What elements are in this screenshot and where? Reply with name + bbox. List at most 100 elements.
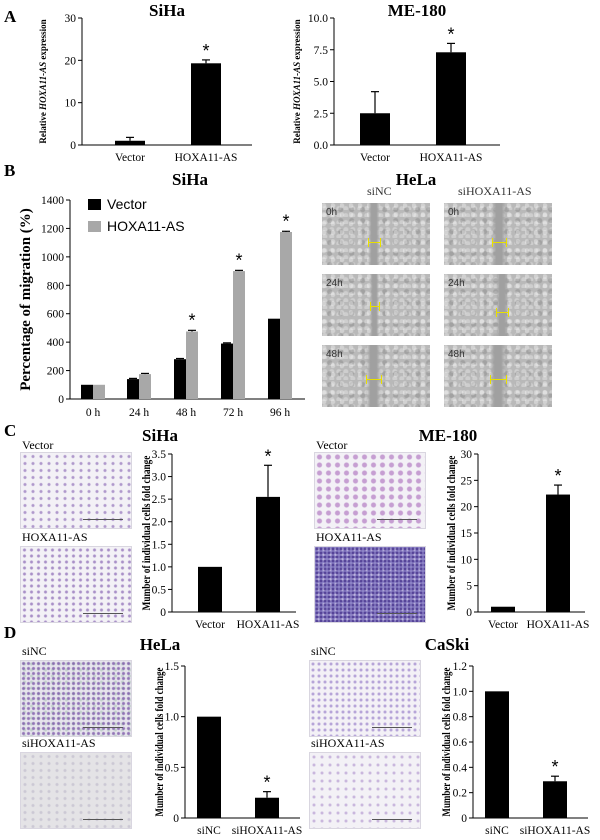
- significance-asterisk: *: [188, 310, 195, 330]
- legend-swatch: [88, 221, 101, 232]
- wound-image-sinc-0h: 0h: [322, 203, 430, 265]
- bar: [436, 52, 466, 145]
- bar-vector: [268, 318, 280, 399]
- bar-hoxa11-as: [139, 374, 151, 399]
- significance-asterisk: *: [551, 757, 558, 777]
- x-tick-label: siHOXA11-AS: [232, 825, 303, 837]
- micrograph-c-me180-vector: [314, 452, 426, 529]
- x-tick-label: Vector: [115, 152, 145, 164]
- bar: [255, 797, 279, 818]
- x-tick-label: siHOXA11-AS: [520, 825, 591, 837]
- bar-hoxa11-as: [280, 231, 292, 399]
- y-tick-label: 30: [461, 449, 473, 461]
- micrograph-d-hela-sihoxa11-as: [20, 752, 132, 829]
- significance-asterisk: *: [554, 466, 561, 486]
- bar: [256, 496, 280, 612]
- micrograph-label: siHOXA11-AS: [22, 736, 96, 750]
- x-tick-label: HOXA11-AS: [420, 152, 483, 164]
- y-tick-label: 0.4: [453, 762, 468, 774]
- wound-time-label: 48h: [448, 349, 465, 360]
- y-tick-label: 0: [58, 394, 64, 406]
- y-axis-label-part: HOXA11-AS: [292, 62, 302, 111]
- bar-hoxa11-as: [233, 271, 245, 399]
- legend-swatch: [88, 199, 101, 210]
- charts: SiHa 0 10 20 30 Relative HOXA11-AS expression…: [18, 1, 590, 837]
- chart-a1: SiHa 0 10 20 30 Relative HOXA11-AS expression…: [38, 1, 252, 164]
- y-tick-label: 0.0: [314, 140, 329, 152]
- chart-title: HeLa: [140, 635, 181, 654]
- bar: [197, 716, 221, 818]
- wound-assay-title-group: HeLa: [396, 170, 437, 189]
- y-tick-label: 200: [47, 366, 65, 378]
- chart-title: SiHa: [172, 170, 208, 189]
- y-axis-label: Relative HOXA11-AS expression: [38, 19, 48, 143]
- wound-image-sihoxa11-as-0h: 0h: [444, 203, 552, 265]
- significance-asterisk: *: [202, 41, 209, 61]
- micrograph-d-caski-sinc: [309, 660, 421, 737]
- bar: [543, 781, 567, 818]
- chart-a2: ME-180 0.0 2.5 5.0 7.5 10.0 Relative HOXA11-AS…: [292, 1, 500, 164]
- y-tick-label: 600: [47, 309, 65, 321]
- panel-label-b: B: [4, 161, 15, 180]
- wound-assay-title: HeLa: [396, 170, 437, 189]
- y-tick-label: 2.5: [314, 108, 329, 120]
- wound-image-sihoxa11-as-24h: 24h: [444, 274, 552, 336]
- y-tick-label: 2.0: [152, 517, 167, 529]
- y-tick-label: 1000: [41, 252, 64, 264]
- significance-asterisk: *: [264, 446, 271, 466]
- wound-time-label: 0h: [448, 207, 460, 218]
- x-tick-label: Vector: [360, 152, 390, 164]
- micrograph-label: siNC: [311, 644, 336, 658]
- y-tick-label: 15: [461, 528, 473, 540]
- y-tick-label: 20: [65, 55, 77, 67]
- y-tick-label: 3.0: [152, 472, 167, 484]
- micrograph-c-me180-hoxa11-as: [314, 546, 426, 623]
- x-tick-label: HOXA11-AS: [527, 619, 590, 631]
- chart-title: SiHa: [142, 426, 178, 445]
- significance-asterisk: *: [235, 250, 242, 270]
- chart-title: ME-180: [388, 1, 447, 20]
- x-tick-label: 96 h: [270, 407, 290, 419]
- y-tick-label: 0: [173, 813, 179, 825]
- bar: [546, 494, 570, 612]
- x-tick-label: siNC: [485, 825, 509, 837]
- y-tick-label: 3.5: [152, 449, 167, 461]
- significance-asterisk: *: [282, 211, 289, 231]
- y-tick-label: 7.5: [314, 45, 329, 57]
- x-tick-label: HOXA11-AS: [175, 152, 238, 164]
- y-tick-label: 0.8: [453, 712, 468, 724]
- y-tick-label: 0.2: [453, 788, 468, 800]
- y-tick-label: 1.0: [152, 562, 167, 574]
- y-tick-label: 1200: [41, 223, 64, 235]
- wound-image-sinc-24h: 24h: [322, 274, 430, 336]
- y-tick-label: 400: [47, 337, 65, 349]
- y-axis-label-part: HOXA11-AS: [38, 62, 48, 111]
- wound-time-label: 48h: [326, 349, 343, 360]
- bar: [198, 566, 222, 612]
- bar: [191, 63, 221, 146]
- y-tick-label: 1.2: [453, 661, 468, 673]
- bar-vector: [127, 379, 139, 399]
- wound-time-label: 24h: [326, 278, 343, 289]
- y-axis-label: Relative HOXA11-AS expression: [292, 19, 302, 143]
- significance-asterisk: *: [447, 24, 454, 44]
- y-tick-label: 30: [65, 13, 77, 25]
- y-tick-label: 1.0: [453, 686, 468, 698]
- y-axis-label: Mumber of individual cells fold change: [139, 455, 153, 610]
- micrograph-c-siha-hoxa11-as: [20, 546, 132, 623]
- bar-vector: [221, 343, 233, 399]
- wound-time-label: 0h: [326, 207, 338, 218]
- y-axis-label: Mumber of individual cells fold change: [444, 455, 458, 610]
- x-tick-label: siNC: [197, 825, 221, 837]
- y-axis-label-part: expression: [292, 19, 302, 62]
- bar-vector: [81, 384, 93, 399]
- y-tick-label: 10.0: [308, 13, 328, 25]
- y-tick-label: 1.5: [152, 539, 167, 551]
- micrograph-label: Vector: [22, 438, 54, 452]
- wound-image-sihoxa11-as-48h: 48h: [444, 345, 552, 407]
- chart-b1: SiHa 0 200 400 600 800 1000 1200 1400 Percentage …: [18, 170, 305, 419]
- x-tick-label: 72 h: [223, 407, 243, 419]
